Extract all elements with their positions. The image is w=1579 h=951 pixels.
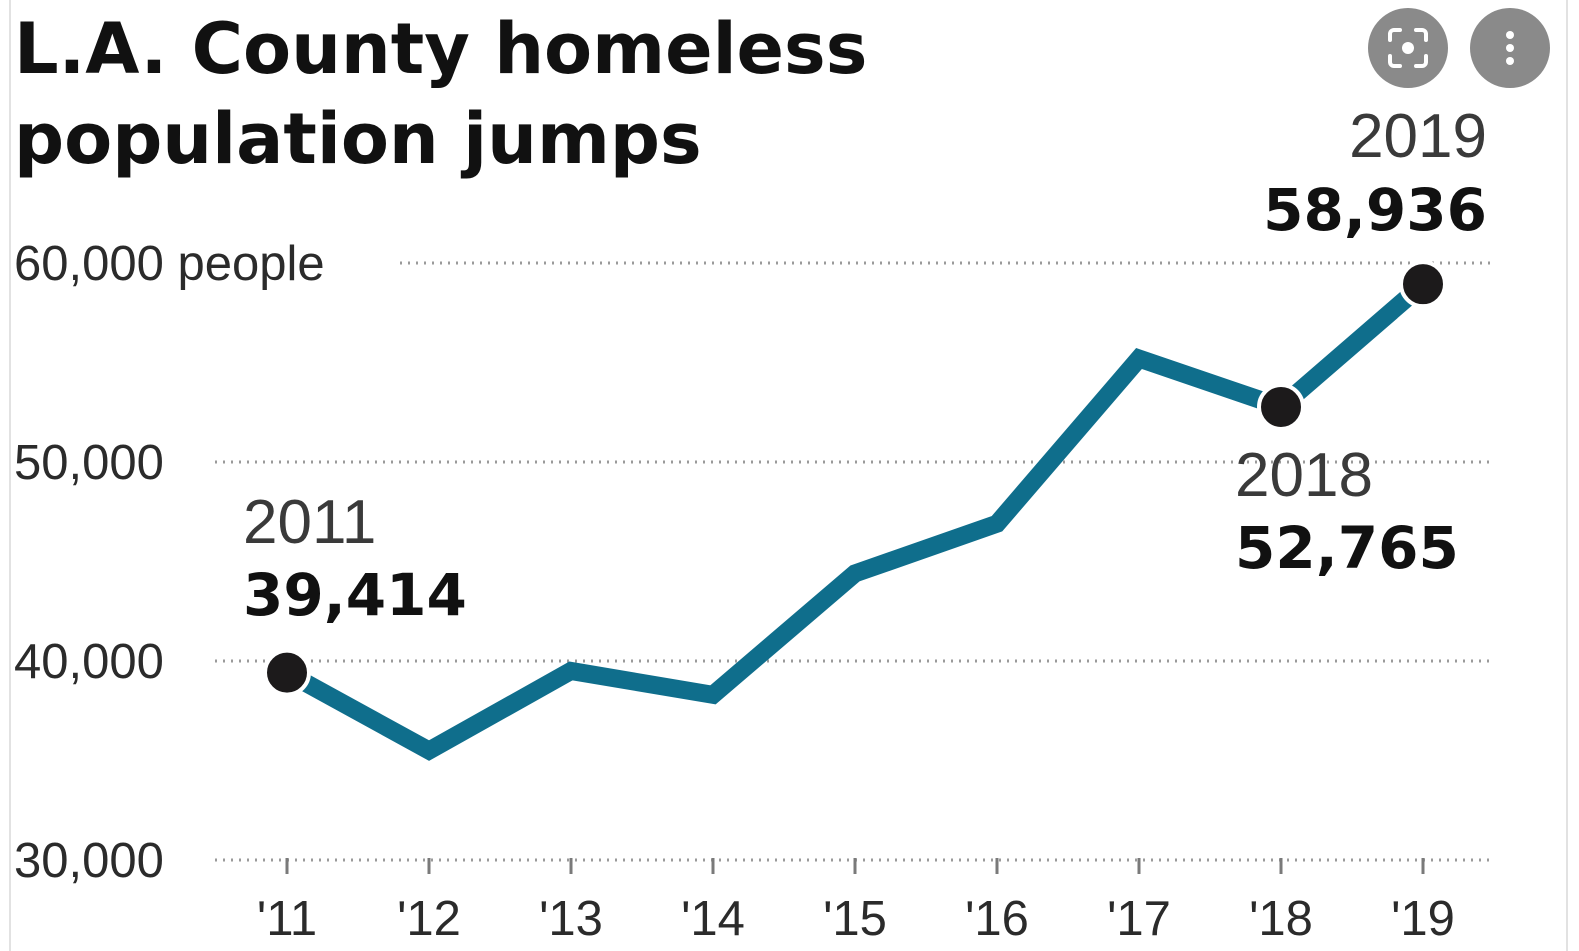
y-tick-label: 40,000	[14, 635, 164, 689]
x-tick-label: '18	[1249, 892, 1313, 946]
lens-scan-icon	[1388, 28, 1428, 68]
annotation-value: 52,765	[1235, 514, 1459, 582]
lens-button[interactable]	[1368, 8, 1448, 88]
data-point-marker	[1257, 382, 1305, 431]
y-tick-label: 50,000	[14, 436, 164, 490]
x-tick-label: '17	[1107, 892, 1171, 946]
x-tick-label: '16	[965, 892, 1029, 946]
frame-left-edge	[9, 0, 11, 951]
more-options-button[interactable]	[1470, 8, 1550, 88]
annotation-year: 2018	[1235, 441, 1373, 510]
x-tick-label: '12	[397, 892, 461, 946]
data-point-marker	[263, 648, 311, 697]
x-tick-label: '14	[681, 892, 745, 946]
x-tick-label: '13	[539, 892, 603, 946]
x-tick-label: '19	[1391, 892, 1455, 946]
x-tick-label: '15	[823, 892, 887, 946]
annotation-year: 2019	[1349, 102, 1487, 171]
more-vertical-icon	[1506, 31, 1514, 65]
y-tick-label: 30,000	[14, 834, 164, 888]
frame-right-edge	[1566, 0, 1568, 951]
chart-title: L.A. County homeless population jumps	[14, 8, 868, 180]
x-tick-label: '11	[257, 892, 317, 946]
data-point-marker	[1399, 260, 1447, 309]
annotation-value: 58,936	[1263, 176, 1487, 244]
annotation-value: 39,414	[243, 561, 467, 629]
annotation-year: 2011	[243, 488, 376, 557]
series-line	[282, 277, 1429, 761]
y-tick-label: 60,000 people	[14, 237, 325, 291]
